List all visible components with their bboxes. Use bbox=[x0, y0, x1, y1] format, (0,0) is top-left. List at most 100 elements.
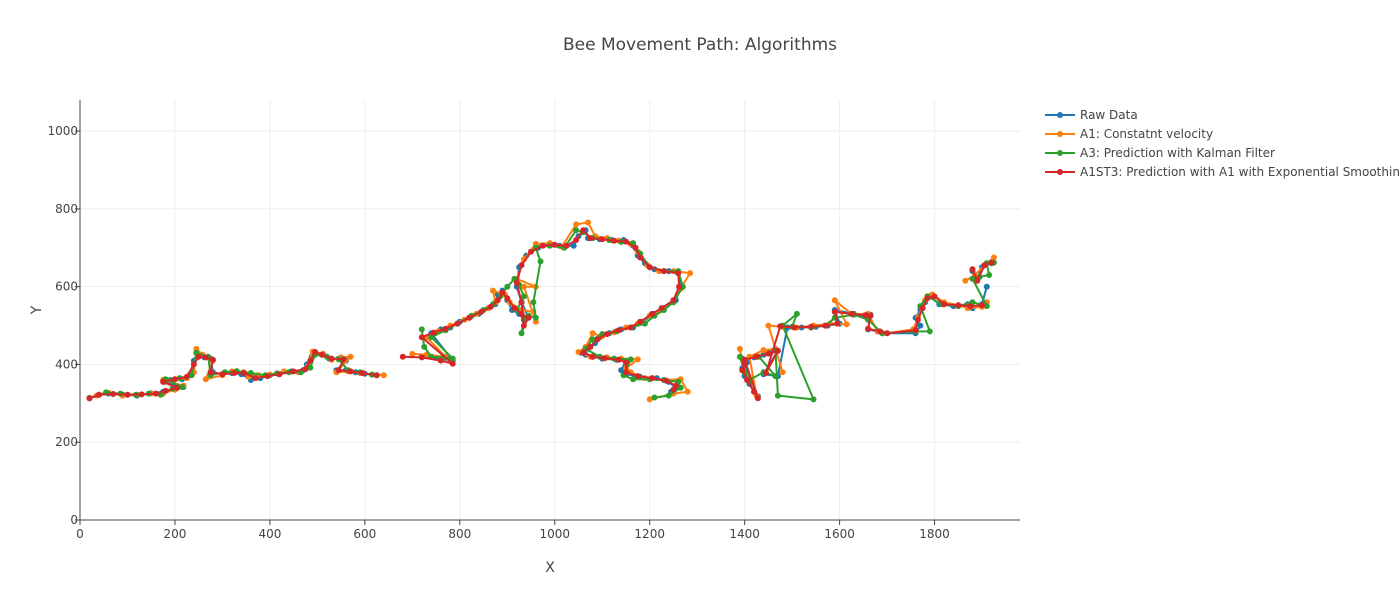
data-point[interactable] bbox=[188, 372, 195, 379]
data-point[interactable] bbox=[589, 330, 596, 337]
data-point[interactable] bbox=[418, 354, 425, 361]
data-point[interactable] bbox=[736, 345, 743, 352]
data-point[interactable] bbox=[926, 328, 933, 335]
data-point[interactable] bbox=[754, 395, 761, 402]
data-point[interactable] bbox=[449, 360, 456, 367]
data-point[interactable] bbox=[160, 378, 167, 385]
data-point[interactable] bbox=[575, 349, 582, 355]
data-point[interactable] bbox=[623, 359, 629, 366]
data-point[interactable] bbox=[618, 367, 625, 374]
data-point[interactable] bbox=[753, 353, 760, 360]
data-point[interactable] bbox=[632, 244, 639, 251]
data-point[interactable] bbox=[171, 376, 178, 383]
data-point[interactable] bbox=[490, 287, 496, 294]
data-point[interactable] bbox=[124, 391, 131, 398]
legend-item[interactable]: A1ST3: Prediction with A1 with Exponenti… bbox=[1045, 165, 1400, 179]
data-point[interactable] bbox=[983, 283, 990, 290]
data-point[interactable] bbox=[539, 242, 546, 249]
data-point[interactable] bbox=[399, 353, 406, 360]
data-point[interactable] bbox=[658, 305, 665, 312]
data-point[interactable] bbox=[865, 325, 872, 332]
data-point[interactable] bbox=[741, 356, 748, 363]
data-point[interactable] bbox=[110, 391, 117, 397]
data-point[interactable] bbox=[264, 373, 271, 380]
data-point[interactable] bbox=[979, 302, 985, 309]
data-point[interactable] bbox=[663, 377, 670, 384]
data-point[interactable] bbox=[537, 258, 544, 265]
data-point[interactable] bbox=[302, 366, 309, 373]
data-point[interactable] bbox=[290, 368, 297, 375]
data-point[interactable] bbox=[914, 316, 921, 323]
data-point[interactable] bbox=[359, 370, 366, 376]
data-point[interactable] bbox=[373, 372, 380, 379]
data-point[interactable] bbox=[428, 334, 435, 341]
data-point[interactable] bbox=[252, 375, 259, 382]
data-point[interactable] bbox=[202, 354, 209, 361]
data-point[interactable] bbox=[665, 392, 672, 399]
data-point[interactable] bbox=[437, 357, 444, 364]
data-point[interactable] bbox=[494, 297, 501, 304]
data-point[interactable] bbox=[573, 237, 580, 243]
data-point[interactable] bbox=[684, 388, 691, 395]
data-point[interactable] bbox=[808, 323, 815, 330]
data-point[interactable] bbox=[941, 301, 947, 308]
data-point[interactable] bbox=[525, 314, 532, 321]
data-point[interactable] bbox=[831, 297, 838, 304]
legend-item[interactable]: Raw Data bbox=[1045, 108, 1138, 122]
data-point[interactable] bbox=[499, 289, 506, 296]
data-point[interactable] bbox=[627, 356, 634, 363]
data-point[interactable] bbox=[504, 295, 511, 302]
data-point[interactable] bbox=[504, 283, 511, 290]
data-point[interactable] bbox=[518, 262, 525, 269]
data-point[interactable] bbox=[183, 373, 190, 380]
data-point[interactable] bbox=[677, 384, 684, 391]
data-point[interactable] bbox=[513, 279, 520, 286]
data-point[interactable] bbox=[594, 336, 601, 343]
data-point[interactable] bbox=[520, 322, 527, 329]
data-point[interactable] bbox=[86, 395, 93, 402]
data-point[interactable] bbox=[931, 293, 938, 300]
data-point[interactable] bbox=[981, 262, 988, 269]
data-point[interactable] bbox=[418, 334, 425, 341]
data-point[interactable] bbox=[848, 310, 855, 317]
data-point[interactable] bbox=[670, 297, 677, 304]
data-point[interactable] bbox=[641, 320, 648, 327]
data-point[interactable] bbox=[528, 248, 534, 255]
data-point[interactable] bbox=[810, 396, 817, 403]
data-point[interactable] bbox=[430, 329, 437, 336]
data-point[interactable] bbox=[442, 325, 449, 332]
data-point[interactable] bbox=[162, 387, 169, 394]
data-point[interactable] bbox=[637, 318, 644, 325]
data-point[interactable] bbox=[969, 266, 976, 273]
data-point[interactable] bbox=[675, 270, 682, 277]
data-point[interactable] bbox=[793, 310, 800, 317]
data-point[interactable] bbox=[347, 353, 354, 360]
data-point[interactable] bbox=[741, 361, 748, 368]
data-point[interactable] bbox=[563, 242, 570, 249]
data-point[interactable] bbox=[207, 369, 214, 376]
data-point[interactable] bbox=[955, 302, 962, 309]
data-point[interactable] bbox=[587, 343, 594, 350]
data-point[interactable] bbox=[615, 356, 622, 363]
data-point[interactable] bbox=[202, 376, 209, 383]
data-point[interactable] bbox=[924, 295, 931, 302]
data-point[interactable] bbox=[611, 237, 618, 244]
data-point[interactable] bbox=[478, 308, 485, 315]
data-point[interactable] bbox=[649, 375, 656, 382]
data-point[interactable] bbox=[649, 310, 656, 317]
legend[interactable]: Raw Data A1: Constatnt velocity A3: Predic… bbox=[1045, 108, 1400, 179]
data-point[interactable] bbox=[623, 238, 629, 245]
data-point[interactable] bbox=[604, 331, 610, 338]
data-point[interactable] bbox=[739, 367, 746, 374]
data-point[interactable] bbox=[219, 371, 226, 378]
data-point[interactable] bbox=[646, 264, 653, 271]
data-point[interactable] bbox=[532, 314, 539, 321]
data-point[interactable] bbox=[328, 355, 335, 362]
data-point[interactable] bbox=[589, 336, 596, 343]
data-point[interactable] bbox=[765, 322, 772, 329]
data-point[interactable] bbox=[646, 396, 653, 403]
data-point[interactable] bbox=[409, 350, 416, 357]
data-point[interactable] bbox=[834, 320, 841, 327]
data-point[interactable] bbox=[919, 305, 926, 312]
data-point[interactable] bbox=[986, 272, 993, 278]
